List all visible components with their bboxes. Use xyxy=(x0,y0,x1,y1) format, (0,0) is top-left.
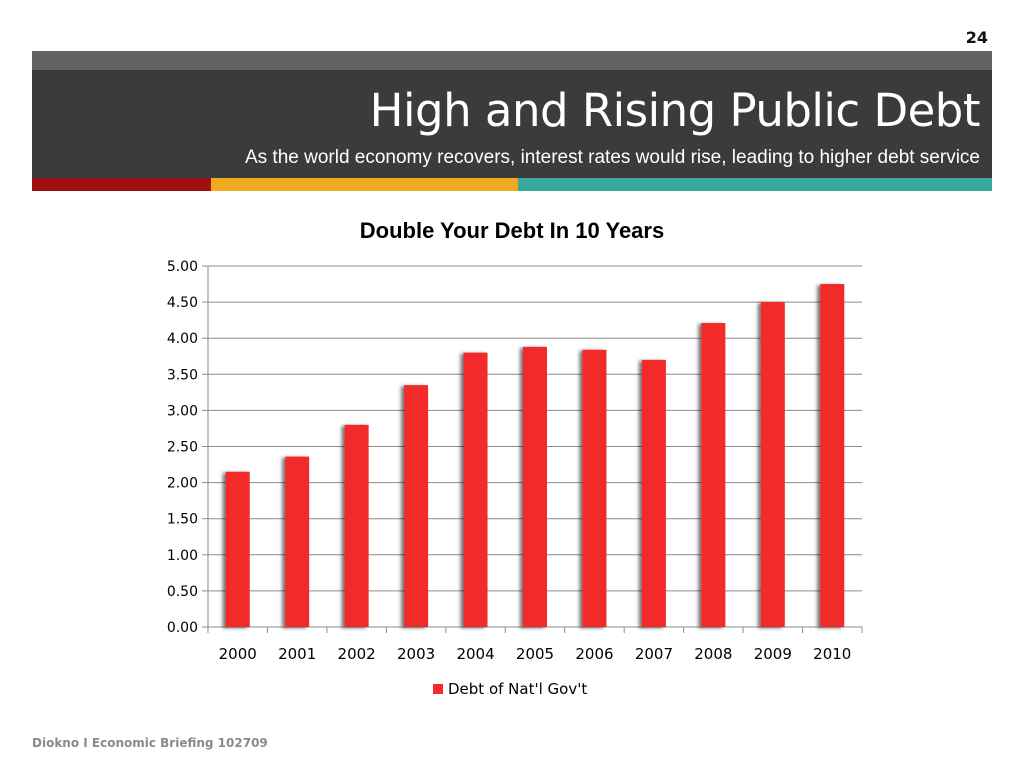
x-tick-label: 2008 xyxy=(694,645,732,663)
accent-stripe-teal xyxy=(518,178,992,191)
chart-legend: Debt of Nat'l Gov't xyxy=(433,680,587,698)
bar-2008 xyxy=(701,323,726,627)
x-tick-label: 2003 xyxy=(397,645,435,663)
title-band: High and Rising Public Debt As the world… xyxy=(32,70,992,178)
x-tick-label: 2009 xyxy=(754,645,792,663)
y-tick-label: 0.00 xyxy=(167,620,198,636)
slide-number: 24 xyxy=(965,28,988,47)
bar-2010 xyxy=(820,284,845,627)
bar-2004 xyxy=(463,352,488,627)
x-tick-label: 2005 xyxy=(516,645,554,663)
y-tick-label: 3.50 xyxy=(167,367,198,383)
legend-label: Debt of Nat'l Gov't xyxy=(448,680,588,698)
slide-subtitle: As the world economy recovers, interest … xyxy=(244,147,980,168)
y-tick-label: 0.50 xyxy=(167,584,198,600)
accent-stripe-yellow xyxy=(211,178,518,191)
bar-2007 xyxy=(641,359,666,627)
y-tick-label: 4.50 xyxy=(167,295,198,311)
bar-2001 xyxy=(285,456,310,627)
x-tick-label: 2000 xyxy=(219,645,257,663)
y-tick-label: 1.50 xyxy=(167,512,198,528)
bar-2000 xyxy=(225,471,250,627)
bar-2009 xyxy=(760,302,785,627)
footer-text: Diokno I Economic Briefing 102709 xyxy=(32,736,268,750)
bar-2005 xyxy=(523,346,547,627)
y-tick-label: 4.00 xyxy=(167,331,198,347)
x-tick-label: 2006 xyxy=(575,645,613,663)
x-tick-label: 2007 xyxy=(635,645,673,663)
y-tick-label: 2.50 xyxy=(167,440,198,456)
slide-title: High and Rising Public Debt xyxy=(369,84,981,137)
bar-2003 xyxy=(404,385,429,627)
accent-stripe-red xyxy=(32,178,211,191)
x-tick-label: 2001 xyxy=(278,645,316,663)
y-tick-label: 2.00 xyxy=(167,476,198,492)
x-tick-label: 2002 xyxy=(338,645,376,663)
header-top-bar xyxy=(32,51,992,70)
bar-2002 xyxy=(344,424,369,627)
bar-2006 xyxy=(582,349,607,627)
x-tick-label: 2010 xyxy=(813,645,851,663)
chart-title: Double Your Debt In 10 Years xyxy=(359,218,665,243)
y-tick-label: 3.00 xyxy=(167,403,198,419)
y-tick-label: 5.00 xyxy=(167,259,198,275)
legend-swatch xyxy=(433,684,443,694)
y-tick-label: 1.00 xyxy=(167,548,198,564)
x-tick-label: 2004 xyxy=(456,645,494,663)
